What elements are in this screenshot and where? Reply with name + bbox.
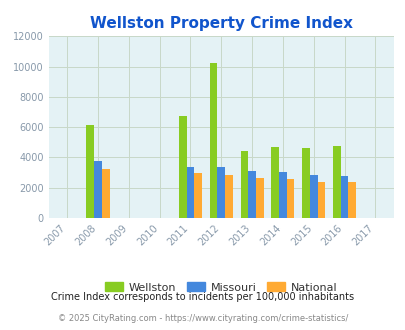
- Bar: [301, 148, 309, 218]
- Legend: Wellston, Missouri, National: Wellston, Missouri, National: [100, 278, 341, 297]
- Bar: [309, 175, 317, 218]
- Bar: [347, 182, 355, 218]
- Bar: [217, 167, 224, 218]
- Bar: [317, 182, 324, 218]
- Bar: [209, 63, 217, 218]
- Title: Wellston Property Crime Index: Wellston Property Crime Index: [90, 16, 352, 31]
- Bar: [186, 167, 194, 218]
- Text: © 2025 CityRating.com - https://www.cityrating.com/crime-statistics/: © 2025 CityRating.com - https://www.city…: [58, 314, 347, 323]
- Bar: [247, 171, 255, 218]
- Bar: [332, 146, 340, 218]
- Text: Crime Index corresponds to incidents per 100,000 inhabitants: Crime Index corresponds to incidents per…: [51, 292, 354, 302]
- Bar: [224, 175, 232, 218]
- Bar: [102, 169, 109, 218]
- Bar: [86, 125, 94, 218]
- Bar: [271, 148, 278, 218]
- Bar: [278, 172, 286, 218]
- Bar: [240, 151, 247, 218]
- Bar: [286, 179, 294, 218]
- Bar: [94, 161, 102, 218]
- Bar: [194, 173, 202, 218]
- Bar: [340, 176, 347, 218]
- Bar: [179, 116, 186, 218]
- Bar: [255, 179, 263, 218]
